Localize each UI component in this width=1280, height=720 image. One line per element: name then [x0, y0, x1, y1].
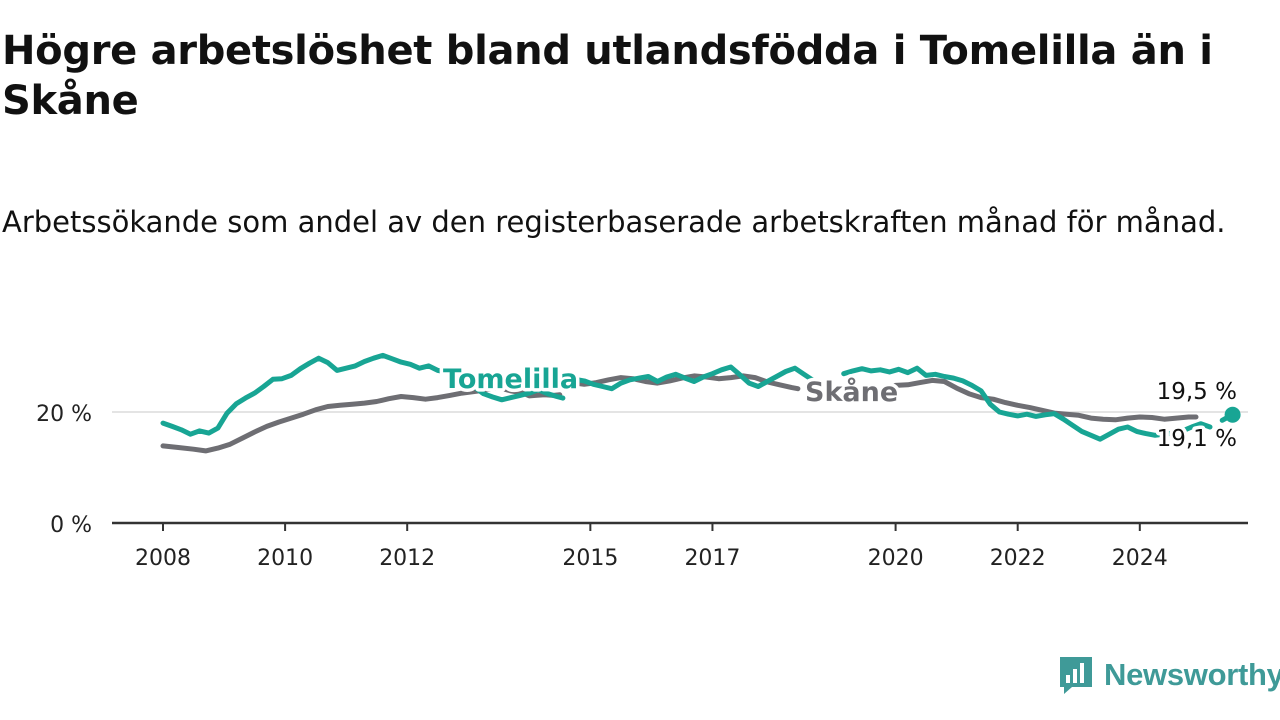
- x-tick-label: 2010: [257, 546, 313, 571]
- x-tick-label: 2022: [990, 546, 1046, 571]
- end-value-skane: 19,1 %: [1157, 426, 1237, 452]
- x-tick-label: 2020: [868, 546, 924, 571]
- series-line-tomelilla-0: [160, 352, 566, 437]
- newsworthy-logo-icon: [1060, 657, 1092, 694]
- series-line-tomelilla-1: [563, 364, 822, 392]
- x-tick-label: 2015: [562, 546, 618, 571]
- tomelilla-end-point: [1224, 406, 1241, 423]
- x-tick-label: 2017: [684, 546, 740, 571]
- series-lines: [160, 352, 1241, 454]
- x-tick-label: 2012: [379, 546, 435, 571]
- x-tick-label: 2024: [1112, 546, 1168, 571]
- series-labels: Tomelilla Skåne 19,5 % 19,1 %: [440, 361, 1241, 456]
- y-tick-label: 20 %: [36, 402, 92, 427]
- line-chart: 0 % 20 % 2008 2010 2012 2015 2017 2020 2022 2024…: [36, 352, 1248, 571]
- brand-name: Newsworthy: [1104, 657, 1280, 692]
- chart-subtitle: Arbetssökande som andel av den registerb…: [2, 205, 1226, 239]
- series-line-tomelilla-2: [841, 365, 1213, 442]
- x-axis: 2008 2010 2012 2015 2017 2020 2022 2024: [112, 521, 1248, 571]
- y-tick-label: 0 %: [50, 513, 92, 538]
- end-value-tomelilla: 19,5 %: [1157, 379, 1237, 405]
- newsworthy-logo[interactable]: Newsworthy: [1058, 654, 1280, 696]
- series-line-sk-ne-2: [835, 377, 1199, 423]
- series-line-sk-ne-0: [160, 385, 563, 454]
- chart-title: Högre arbetslöshet bland utlandsfödda i …: [2, 28, 1213, 124]
- series-label-skane: Skåne: [805, 376, 898, 408]
- series-label-tomelilla: Tomelilla: [443, 364, 578, 395]
- x-tick-label: 2008: [135, 546, 191, 571]
